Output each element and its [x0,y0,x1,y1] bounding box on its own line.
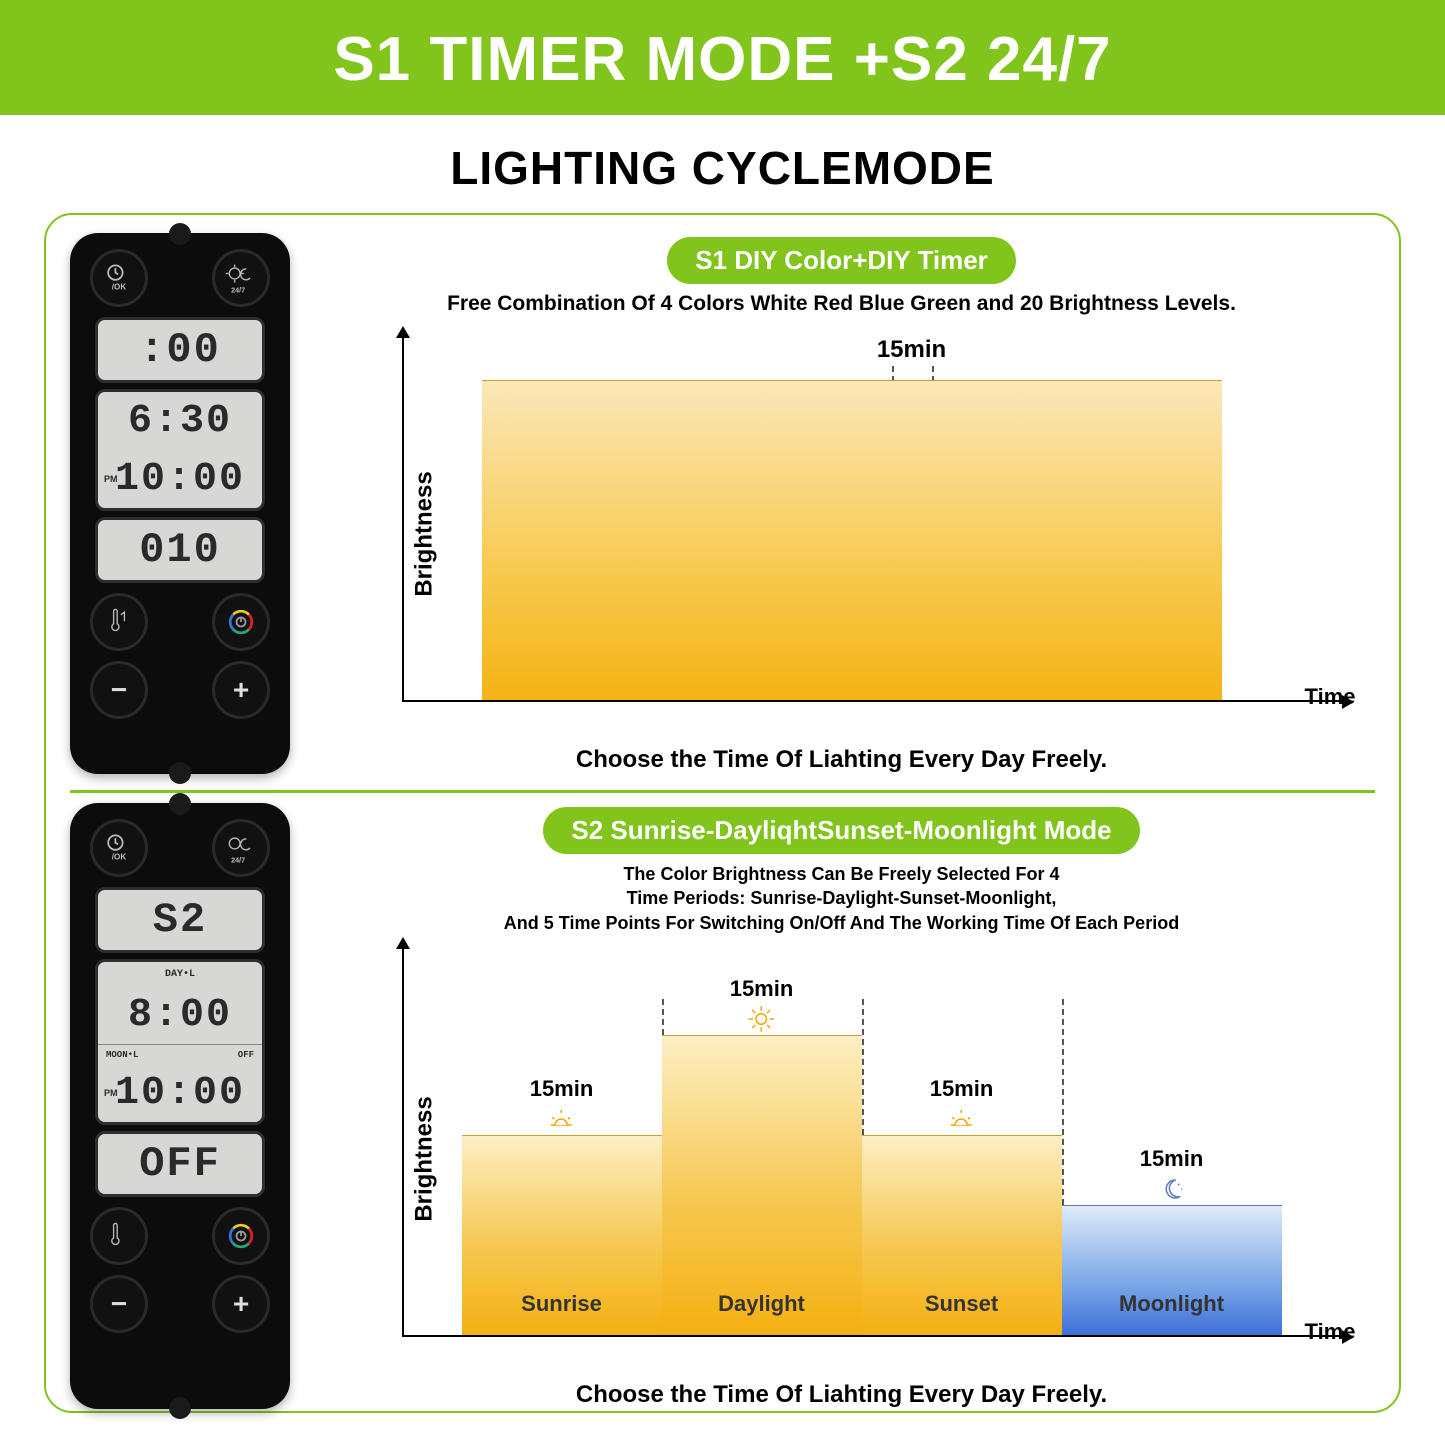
color-power-button[interactable] [212,1207,270,1265]
remote-row-top: /OK 24/7 [82,249,278,307]
lcd-group: 6:30 PM 10:00 [95,389,265,511]
moon-icon: 15min [1140,1146,1204,1204]
remote-controller-s2: /OK 24/7 S2 DAY•L 8:00 MOON•L OFF [70,803,290,1409]
lcd-prefix: MOON•L [106,1050,138,1060]
lcd-value: 6:30 [128,399,232,444]
svg-text:24/7: 24/7 [231,855,245,864]
s2-chart: Brightness Time Sunrise15minDaylight15mi… [332,939,1352,1379]
s1-caption: Choose the Time Of Liahting Every Day Fr… [576,746,1107,774]
lcd-value: 10:00 [115,1071,245,1116]
s1-pill-title: S1 DIY Color+DIY Timer [667,237,1016,284]
bar-daylight: Daylight15min [662,1035,862,1335]
lcd-group: DAY•L 8:00 MOON•L OFF PM 10:00 [95,959,265,1125]
lcd-value: 8:00 [128,993,232,1038]
x-axis [402,1335,1346,1337]
plus-button[interactable]: + [212,661,270,719]
y-axis-label: Brightness [410,471,438,596]
sun-low-icon: 15min [930,1076,994,1134]
lcd-pre-row: DAY•L [98,962,262,986]
s2-pill-title: S2 Sunrise-DayliqhtSunset-Moonlight Mode [543,807,1139,854]
s1-content: S1 DIY Color+DIY Timer Free Combination … [308,233,1375,774]
minus-button[interactable]: − [90,661,148,719]
section-s2: /OK 24/7 S2 DAY•L 8:00 MOON•L OFF [70,803,1375,1409]
section-divider [70,790,1375,793]
lcd-value: :00 [139,326,221,374]
color-power-button[interactable] [212,593,270,651]
banner: S1 TIMER MODE +S2 24/7 [0,0,1445,115]
temp-button[interactable] [90,1207,148,1265]
lcd-value: 10:00 [115,457,245,502]
s2-content: S2 Sunrise-DayliqhtSunset-Moonlight Mode… [308,803,1375,1409]
lcd-pm-prefix: PM [104,1089,118,1098]
lcd-prefix: DAY•L [165,969,195,980]
lcd-row-1: S2 [95,887,265,953]
lcd-row-2: 8:00 [98,986,262,1044]
brightness-area [482,380,1222,700]
lcd-row-3: PM 10:00 [98,450,262,508]
lcd-prefix: PM [104,475,118,484]
s2-caption: Choose the Time Of Liahting Every Day Fr… [576,1381,1107,1409]
s2-desc-2: Time Periods: Sunrise-Daylight-Sunset-Mo… [627,886,1057,910]
svg-text:/OK: /OK [112,283,127,292]
mode-24-7-button[interactable]: 24/7 [212,249,270,307]
bar-sunrise: Sunrise15min [462,1135,662,1335]
lcd-row-3: PM 10:00 [98,1064,262,1122]
s1-desc: Free Combination Of 4 Colors White Red B… [447,292,1236,316]
mode-24-7-button[interactable]: 24/7 [212,819,270,877]
y-axis [402,334,404,702]
x-axis-label: Time [1305,1319,1356,1345]
lcd-meta-row: MOON•L OFF [98,1044,262,1064]
s2-desc-1: The Color Brightness Can Be Freely Selec… [623,862,1059,886]
bar-label: Sunrise [521,1291,602,1317]
bar-sunset: Sunset15min [862,1135,1062,1335]
x-axis [402,700,1346,702]
minus-button[interactable]: − [90,1275,148,1333]
sun-low-icon: 15min [530,1076,594,1134]
lcd-value: 010 [139,526,221,574]
lcd-row-2: 6:30 [98,392,262,450]
svg-text:24/7: 24/7 [231,285,245,294]
y-axis [402,945,404,1337]
bar-label: Daylight [718,1291,805,1317]
lcd-value: S2 [153,896,207,944]
page-subtitle: LIGHTING CYCLEMODE [0,115,1445,205]
clock-ok-button[interactable]: /OK [90,249,148,307]
sun-high-icon: 15min [730,976,794,1034]
remote-row-mid [82,593,278,651]
s1-chart: 15min Brightness Time [332,324,1352,744]
svg-text:/OK: /OK [112,853,127,862]
y-axis-label: Brightness [410,1096,438,1221]
remote-row-bot: − + [82,661,278,719]
plus-button[interactable]: + [212,1275,270,1333]
lcd-row-4: OFF [95,1131,265,1197]
remote-controller-s1: /OK 24/7 :00 6:30 PM 10:00 010 [70,233,290,774]
lcd-suffix: OFF [238,1050,254,1060]
bar-label: Moonlight [1119,1291,1224,1317]
temp-button[interactable] [90,593,148,651]
bar-moonlight: Moonlight15min [1062,1205,1282,1335]
lcd-stack: :00 6:30 PM 10:00 010 [82,317,278,583]
section-s1: /OK 24/7 :00 6:30 PM 10:00 010 [70,233,1375,774]
clock-ok-button[interactable]: /OK [90,819,148,877]
s2-desc-3: And 5 Time Points For Switching On/Off A… [504,911,1179,935]
lcd-row-4: 010 [95,517,265,583]
bar-label: Sunset [925,1291,998,1317]
main-panel: /OK 24/7 :00 6:30 PM 10:00 010 [44,213,1401,1413]
interval-label: 15min [877,336,946,364]
x-axis-label: Time [1305,684,1356,710]
lcd-value: OFF [139,1140,221,1188]
lcd-row-1: :00 [95,317,265,383]
